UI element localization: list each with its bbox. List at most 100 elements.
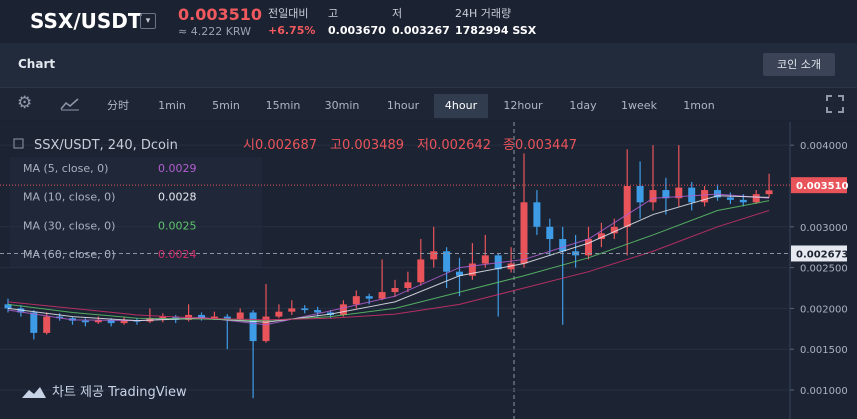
ma-name: MA (5, close, 0) bbox=[23, 162, 108, 175]
interval[interactable]: 1mon bbox=[683, 99, 715, 112]
ma-line bbox=[7, 195, 770, 323]
interval[interactable]: 1hour bbox=[386, 99, 420, 112]
ma-value: 0.0029 bbox=[158, 162, 197, 175]
krw: ≈ 4.222 KRW bbox=[178, 25, 251, 38]
candle-body bbox=[417, 259, 425, 283]
candle-body bbox=[120, 320, 128, 324]
candle-body bbox=[662, 190, 670, 199]
interval[interactable]: 12hour bbox=[503, 99, 543, 112]
candle-body bbox=[391, 288, 399, 293]
y-tick-label: 0.003000 bbox=[800, 223, 848, 234]
candle-body bbox=[339, 304, 347, 315]
interval[interactable]: 15min bbox=[265, 99, 301, 112]
y-tick-label: 0.001500 bbox=[800, 345, 848, 356]
candle-body bbox=[81, 320, 89, 323]
legend-toggle bbox=[13, 138, 24, 149]
watermark-logo bbox=[22, 387, 46, 398]
chart: 0.004000 0.003000 0.002500 0.002000 0.001500… bbox=[0, 122, 857, 419]
candle-body bbox=[378, 292, 386, 299]
panel-title: Chart bbox=[18, 57, 56, 71]
candle-body bbox=[43, 316, 51, 333]
toolbar: ⚙ 分时 1min 5min 15min 30min 1hour 4hour 12hour 1d… bbox=[0, 88, 857, 120]
stat-label: 고 bbox=[328, 7, 339, 20]
candle-body bbox=[404, 282, 412, 289]
candle-body bbox=[701, 190, 709, 203]
pair-dropdown[interactable]: ▾ bbox=[140, 13, 156, 29]
candle-body bbox=[533, 202, 541, 227]
candle-body bbox=[159, 316, 167, 319]
last-price-label: 0.003510 bbox=[796, 181, 849, 192]
interval[interactable]: 5min bbox=[212, 99, 240, 112]
stat-value: 0.003267 bbox=[392, 24, 450, 37]
coin-intro-button[interactable]: 코인 소개 bbox=[763, 53, 835, 76]
candle-body bbox=[636, 185, 644, 203]
candle-body bbox=[94, 319, 102, 323]
candle-body bbox=[468, 263, 476, 276]
pair: SSX/USDT bbox=[30, 9, 142, 33]
candle-body bbox=[30, 312, 38, 333]
candle-body bbox=[752, 194, 760, 203]
candle-body bbox=[546, 226, 554, 240]
candle-body bbox=[4, 304, 12, 309]
marker-box bbox=[791, 245, 847, 262]
ma-name: MA (10, close, 0) bbox=[23, 191, 115, 204]
stat-value: +6.75% bbox=[268, 24, 316, 37]
candle-body bbox=[610, 226, 618, 234]
candle-body bbox=[352, 296, 360, 305]
legend-bg bbox=[10, 157, 262, 267]
header: SSX/USDT ▾ 0.003510 ≈ 4.222 KRW 전일대비 +6.7… bbox=[0, 0, 857, 42]
candle-body bbox=[765, 190, 773, 195]
y-tick-label: 0.002500 bbox=[800, 264, 848, 275]
interval[interactable]: 1min bbox=[158, 99, 186, 112]
ma-value: 0.0024 bbox=[158, 248, 197, 261]
ma-value: 0.0028 bbox=[158, 191, 197, 204]
ma-name: MA (30, close, 0) bbox=[23, 219, 115, 232]
ma-name: MA (60, close, 0) bbox=[23, 248, 115, 261]
candle-body bbox=[275, 311, 283, 317]
ohlc-value: 고0.003489 bbox=[330, 138, 404, 153]
candle-body bbox=[301, 308, 309, 311]
candle-body bbox=[249, 312, 257, 342]
interval[interactable]: 4hour bbox=[434, 94, 488, 118]
candle-body bbox=[443, 251, 451, 272]
chart-panel-header: Chart 코인 소개 bbox=[0, 43, 857, 88]
ohlc-value: 저0.002642 bbox=[417, 138, 491, 153]
fullscreen-icon[interactable] bbox=[825, 94, 845, 114]
stat-value: 1782994 SSX bbox=[455, 24, 537, 37]
candle-body bbox=[726, 197, 734, 200]
candle-body bbox=[365, 296, 373, 299]
ohlc-value: 시0.002687 bbox=[243, 138, 317, 153]
marker-label: 0.002673 bbox=[796, 249, 849, 260]
ma-line bbox=[7, 200, 770, 322]
y-tick-label: 0.002000 bbox=[800, 304, 848, 315]
candle-body bbox=[210, 316, 218, 319]
candle-body bbox=[675, 187, 683, 199]
candle-body bbox=[481, 255, 489, 264]
interval[interactable]: 1day bbox=[569, 99, 597, 112]
ma-line bbox=[7, 209, 770, 321]
interval[interactable]: 分时 bbox=[107, 99, 129, 112]
interval[interactable]: 30min bbox=[324, 99, 360, 112]
candle-body bbox=[430, 251, 438, 260]
candle-body bbox=[688, 187, 696, 203]
last-price-box bbox=[791, 177, 847, 194]
stat-label: 24H 거래량 bbox=[455, 7, 512, 20]
price: 0.003510 bbox=[178, 5, 263, 24]
candle-body bbox=[585, 239, 592, 256]
candle-body bbox=[288, 308, 296, 312]
candle-body bbox=[623, 185, 631, 227]
ma-value: 0.0025 bbox=[158, 219, 197, 232]
interval[interactable]: 1week bbox=[621, 99, 657, 112]
candle-body bbox=[739, 199, 747, 203]
candle-body bbox=[107, 319, 115, 324]
candle-body bbox=[649, 190, 657, 203]
candle-body bbox=[262, 316, 270, 342]
candle-body bbox=[597, 233, 605, 240]
indicator-icon[interactable] bbox=[60, 97, 80, 111]
stat-value: 0.003670 bbox=[328, 24, 386, 37]
settings-icon[interactable]: ⚙ bbox=[17, 93, 33, 113]
ohlc-value: 종0.003447 bbox=[503, 138, 577, 153]
candle-body bbox=[559, 239, 567, 252]
stat-label: 전일대비 bbox=[268, 7, 309, 20]
